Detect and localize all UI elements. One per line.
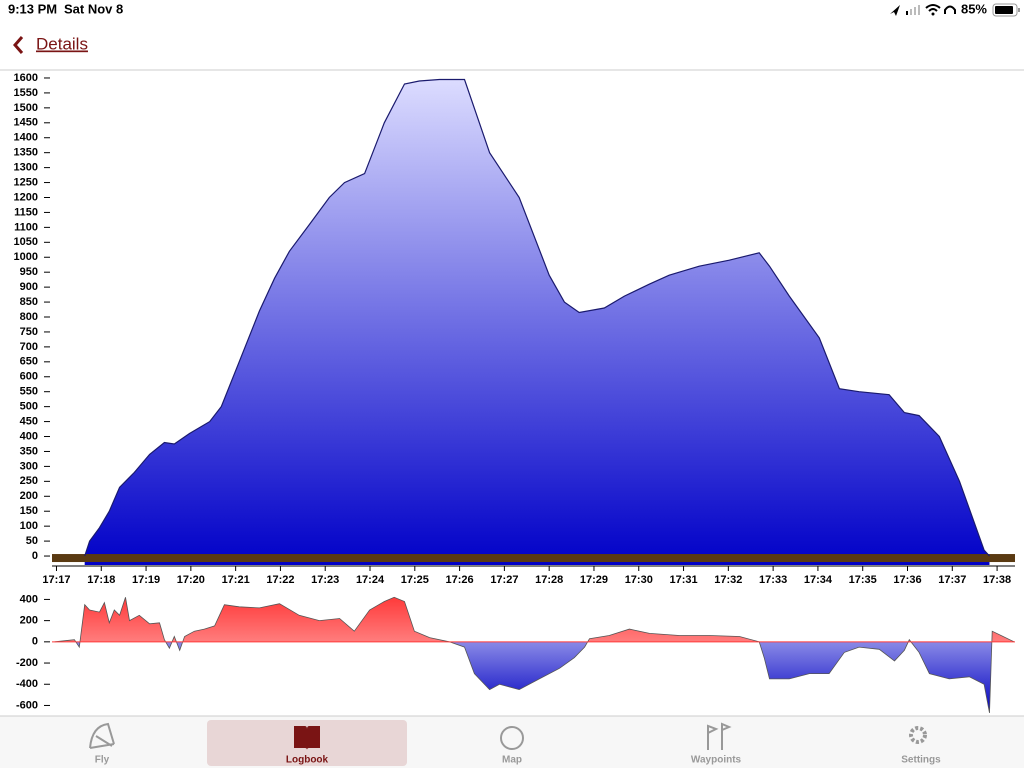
tab[interactable]: Waypoints bbox=[691, 722, 742, 766]
x-tick-label: 17:37 bbox=[938, 574, 966, 586]
y-tick-label: 200 bbox=[20, 615, 38, 627]
y-tick-label: 200 bbox=[20, 490, 38, 502]
tab-label[interactable]: Settings bbox=[901, 755, 941, 766]
y-tick-label: 400 bbox=[20, 430, 38, 442]
waypoints-icon bbox=[707, 722, 732, 750]
y-tick-label: 1300 bbox=[14, 162, 38, 174]
y-tick-label: 350 bbox=[20, 445, 38, 457]
x-tick-label: 17:18 bbox=[87, 574, 115, 586]
y-tick-label: 50 bbox=[26, 535, 38, 547]
y-tick-label: 1550 bbox=[14, 87, 38, 99]
x-tick-label: 17:32 bbox=[714, 574, 742, 586]
y-tick-label: 1600 bbox=[14, 72, 38, 84]
y-tick-label: 450 bbox=[20, 415, 38, 427]
x-tick-label: 17:19 bbox=[132, 574, 160, 586]
tab[interactable]: Fly bbox=[89, 722, 115, 766]
x-tick-label: 17:25 bbox=[401, 574, 429, 586]
y-tick-label: 550 bbox=[20, 386, 38, 398]
y-tick-label: 1100 bbox=[14, 221, 38, 233]
tab-bar bbox=[0, 716, 1024, 768]
y-tick-label: 1050 bbox=[14, 236, 38, 248]
y-tick-label: 1150 bbox=[14, 206, 38, 218]
battery-icon bbox=[992, 3, 1020, 17]
y-tick-label: 300 bbox=[20, 460, 38, 472]
x-tick-label: 17:27 bbox=[490, 574, 518, 586]
tab[interactable]: Settings bbox=[901, 726, 941, 766]
y-tick-label: 0 bbox=[32, 636, 38, 648]
status-icons bbox=[890, 4, 956, 16]
y-tick-label: -400 bbox=[16, 678, 38, 690]
altitude-area bbox=[84, 79, 990, 565]
x-tick-label: 17:20 bbox=[177, 574, 205, 586]
y-tick-label: 950 bbox=[20, 266, 38, 278]
y-tick-label: 1350 bbox=[14, 147, 38, 159]
vario-line bbox=[54, 596, 1015, 713]
x-tick-label: 17:29 bbox=[580, 574, 608, 586]
x-tick-label: 17:28 bbox=[535, 574, 563, 586]
tab-label[interactable]: Logbook bbox=[286, 755, 329, 766]
tab-label[interactable]: Waypoints bbox=[691, 755, 742, 766]
y-tick-label: 100 bbox=[20, 520, 38, 532]
x-tick-label: 17:34 bbox=[804, 574, 833, 586]
status-time: 9:13 PM bbox=[8, 1, 57, 16]
logbook-icon bbox=[294, 726, 320, 750]
back-button[interactable]: Details bbox=[13, 34, 88, 54]
altitude-line bbox=[84, 78, 990, 557]
y-tick-label: 500 bbox=[20, 401, 38, 413]
x-tick-label: 17:21 bbox=[222, 574, 250, 586]
y-tick-label: 900 bbox=[20, 281, 38, 293]
y-tick-label: -600 bbox=[16, 699, 38, 711]
y-tick-label: 750 bbox=[20, 326, 38, 338]
y-tick-label: 800 bbox=[20, 311, 38, 323]
y-tick-label: 1200 bbox=[14, 191, 38, 203]
x-tick-label: 17:31 bbox=[669, 574, 697, 586]
y-tick-label: -200 bbox=[16, 657, 38, 669]
plots: 0 50 100 150 200 250 300 350 400 450 500 550 600 650 7… bbox=[14, 72, 1015, 713]
x-tick-label: 17:17 bbox=[42, 574, 70, 586]
y-tick-label: 400 bbox=[20, 593, 38, 605]
x-tick-label: 17:23 bbox=[311, 574, 339, 586]
x-tick-label: 17:30 bbox=[625, 574, 653, 586]
tab[interactable]: Map bbox=[500, 726, 524, 766]
x-tick-label: 17:24 bbox=[356, 574, 385, 586]
y-tick-label: 1000 bbox=[14, 251, 38, 263]
status-date: Sat Nov 8 bbox=[64, 1, 123, 16]
tab-label[interactable]: Map bbox=[502, 755, 522, 766]
y-tick-label: 1400 bbox=[14, 132, 38, 144]
sink-area bbox=[75, 641, 992, 713]
settings-icon bbox=[909, 726, 927, 744]
x-tick-label: 17:36 bbox=[893, 574, 921, 586]
tabs: Fly Logbook Map Waypoints Settings bbox=[89, 720, 941, 766]
y-tick-label: 1500 bbox=[14, 102, 38, 114]
x-tick-label: 17:26 bbox=[446, 574, 474, 586]
x-tick-label: 17:33 bbox=[759, 574, 787, 586]
y-tick-label: 1450 bbox=[14, 117, 38, 129]
map-icon bbox=[500, 726, 524, 750]
y-tick-label: 700 bbox=[20, 341, 38, 353]
ground-band bbox=[52, 554, 1015, 563]
x-tick-label: 17:22 bbox=[266, 574, 294, 586]
tab[interactable]: Logbook bbox=[207, 720, 407, 766]
y-tick-label: 250 bbox=[20, 475, 38, 487]
fly-icon bbox=[89, 722, 115, 749]
x-tick-label: 17:35 bbox=[849, 574, 877, 586]
back-label[interactable]: Details bbox=[36, 34, 88, 53]
y-tick-label: 650 bbox=[20, 356, 38, 368]
climb-area bbox=[54, 597, 1015, 642]
y-tick-label: 1250 bbox=[14, 176, 38, 188]
x-tick-label: 17:38 bbox=[983, 574, 1011, 586]
y-tick-label: 0 bbox=[32, 550, 38, 562]
y-tick-label: 150 bbox=[20, 505, 38, 517]
y-tick-label: 850 bbox=[20, 296, 38, 308]
battery-percent: 85% bbox=[961, 1, 987, 16]
y-tick-label: 600 bbox=[20, 371, 38, 383]
tab-label[interactable]: Fly bbox=[95, 755, 110, 766]
